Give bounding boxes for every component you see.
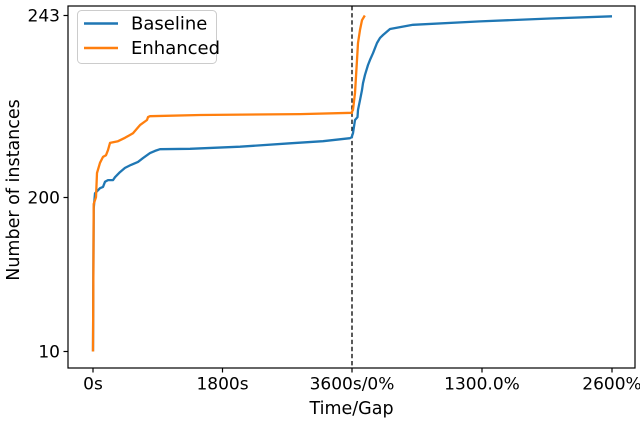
y-tick-label: 243 bbox=[28, 7, 60, 27]
x-tick-label: 2600% bbox=[582, 375, 640, 395]
legend-label-enhanced: Enhanced bbox=[131, 38, 220, 59]
series-line-baseline bbox=[91, 15, 613, 352]
series-lines bbox=[91, 14, 613, 352]
y-axis-title: Number of instances bbox=[4, 99, 24, 281]
x-tick-label: 1800s bbox=[196, 375, 248, 395]
x-axis-title: Time/Gap bbox=[308, 399, 393, 419]
series-line-enhanced bbox=[91, 14, 366, 352]
x-tick-label: 0s bbox=[83, 375, 103, 395]
y-tick-label: 200 bbox=[28, 189, 60, 209]
y-tick-label: 10 bbox=[38, 343, 60, 363]
legend-label-baseline: Baseline bbox=[131, 14, 207, 35]
y-axis-ticks: 243 200 10 bbox=[28, 7, 68, 363]
legend: Baseline Enhanced bbox=[77, 10, 220, 64]
x-tick-label: 3600s/0% bbox=[310, 375, 395, 395]
x-tick-label: 1300.0% bbox=[444, 375, 520, 395]
x-axis-ticks: 0s 1800s 3600s/0% 1300.0% 2600% bbox=[83, 368, 640, 395]
